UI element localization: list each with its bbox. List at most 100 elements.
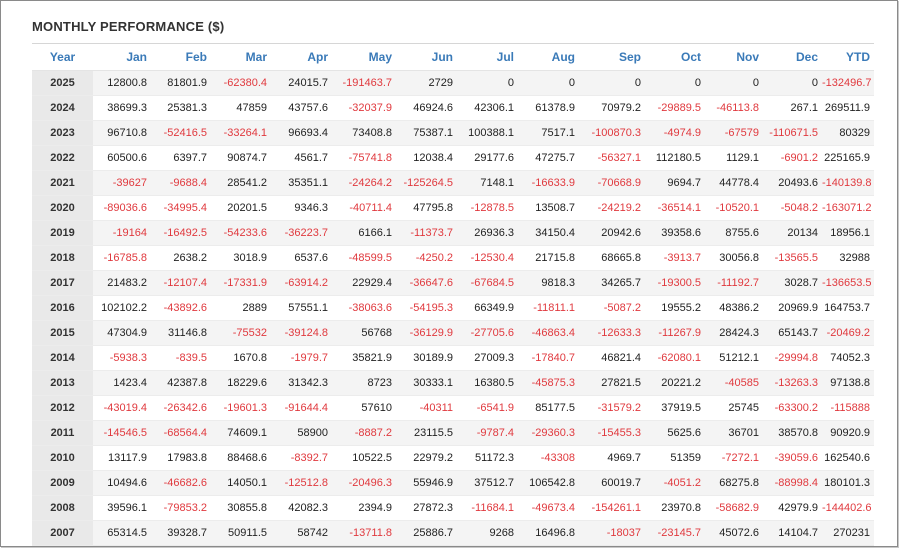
value-cell-may: -13711.8 — [332, 520, 396, 546]
value-cell-feb: 42387.8 — [151, 370, 211, 396]
year-cell: 2025 — [32, 70, 93, 96]
value-cell-apr: 4561.7 — [271, 145, 332, 171]
value-cell-nov: 36701 — [705, 420, 763, 446]
column-header-dec[interactable]: Dec — [763, 44, 822, 71]
value-cell-jan: -89036.6 — [93, 195, 151, 221]
value-cell-dec: 20969.9 — [763, 295, 822, 321]
value-cell-ytd: 74052.3 — [822, 345, 874, 371]
value-cell-ytd: 90920.9 — [822, 420, 874, 446]
value-cell-jul: 9268 — [457, 520, 518, 546]
column-header-mar[interactable]: Mar — [211, 44, 271, 71]
value-cell-dec: 38570.8 — [763, 420, 822, 446]
value-cell-jan: 65314.5 — [93, 520, 151, 546]
value-cell-mar: 90874.7 — [211, 145, 271, 171]
column-header-jan[interactable]: Jan — [93, 44, 151, 71]
value-cell-nov: 45072.6 — [705, 520, 763, 546]
value-cell-jul: 51172.3 — [457, 445, 518, 471]
column-header-aug[interactable]: Aug — [518, 44, 579, 71]
value-cell-sep: -5087.2 — [579, 295, 645, 321]
year-cell: 2022 — [32, 145, 93, 171]
value-cell-sep: 27821.5 — [579, 370, 645, 396]
value-cell-oct: 39358.6 — [645, 220, 705, 246]
value-cell-mar: -33264.1 — [211, 120, 271, 146]
column-header-oct[interactable]: Oct — [645, 44, 705, 71]
value-cell-aug: -11811.1 — [518, 295, 579, 321]
column-header-jul[interactable]: Jul — [457, 44, 518, 71]
value-cell-aug: -49673.4 — [518, 495, 579, 521]
year-cell: 2018 — [32, 245, 93, 271]
value-cell-feb: 25381.3 — [151, 95, 211, 121]
column-header-year[interactable]: Year — [32, 44, 93, 71]
column-header-ytd[interactable]: YTD — [822, 44, 874, 71]
value-cell-nov: 44778.4 — [705, 170, 763, 196]
value-cell-feb: 17983.8 — [151, 445, 211, 471]
value-cell-apr: 96693.4 — [271, 120, 332, 146]
column-header-may[interactable]: May — [332, 44, 396, 71]
column-header-sep[interactable]: Sep — [579, 44, 645, 71]
year-cell: 2014 — [32, 345, 93, 371]
value-cell-may: 10522.5 — [332, 445, 396, 471]
value-cell-aug: 85177.5 — [518, 395, 579, 421]
value-cell-aug: 61378.9 — [518, 95, 579, 121]
value-cell-dec: 20493.6 — [763, 170, 822, 196]
value-cell-mar: -62380.4 — [211, 70, 271, 96]
value-cell-oct: 9694.7 — [645, 170, 705, 196]
column-header-apr[interactable]: Apr — [271, 44, 332, 71]
table-row: 2021 -39627 -9688.4 28541.2 35351.1 -24264.2-… — [32, 170, 874, 196]
value-cell-mar: 2889 — [211, 295, 271, 321]
value-cell-ytd: -163071.2 — [822, 195, 874, 221]
value-cell-sep: 68665.8 — [579, 245, 645, 271]
title-divider — [32, 43, 874, 44]
value-cell-jul: 0 — [457, 70, 518, 96]
value-cell-may: -191463.7 — [332, 70, 396, 96]
value-cell-apr: 43757.6 — [271, 95, 332, 121]
year-cell: 2013 — [32, 370, 93, 396]
value-cell-feb: -68564.4 — [151, 420, 211, 446]
value-cell-aug: -17840.7 — [518, 345, 579, 371]
value-cell-apr: 9346.3 — [271, 195, 332, 221]
year-cell: 2024 — [32, 95, 93, 121]
column-header-nov[interactable]: Nov — [705, 44, 763, 71]
value-cell-ytd: -20469.2 — [822, 320, 874, 346]
value-cell-sep: 46821.4 — [579, 345, 645, 371]
value-cell-mar: 28541.2 — [211, 170, 271, 196]
value-cell-ytd: 162540.6 — [822, 445, 874, 471]
value-cell-feb: -46682.6 — [151, 470, 211, 496]
value-cell-apr: 58900 — [271, 420, 332, 446]
value-cell-nov: 48386.2 — [705, 295, 763, 321]
value-cell-nov: 0 — [705, 70, 763, 96]
table-row: 2012 -43019.4 -26342.6 -19601.3 -91644.4 5761… — [32, 395, 874, 421]
value-cell-ytd: 97138.8 — [822, 370, 874, 396]
value-cell-jun: 30189.9 — [396, 345, 457, 371]
value-cell-dec: -110671.5 — [763, 120, 822, 146]
value-cell-feb: -34995.4 — [151, 195, 211, 221]
value-cell-jul: 66349.9 — [457, 295, 518, 321]
value-cell-jan: -16785.8 — [93, 245, 151, 271]
value-cell-oct: 20221.2 — [645, 370, 705, 396]
column-header-feb[interactable]: Feb — [151, 44, 211, 71]
value-cell-may: 73408.8 — [332, 120, 396, 146]
value-cell-nov: 8755.6 — [705, 220, 763, 246]
value-cell-ytd: -136653.5 — [822, 270, 874, 296]
value-cell-jan: 102102.2 — [93, 295, 151, 321]
column-header-jun[interactable]: Jun — [396, 44, 457, 71]
value-cell-jun: 46924.6 — [396, 95, 457, 121]
value-cell-mar: 3018.9 — [211, 245, 271, 271]
year-cell: 2021 — [32, 170, 93, 196]
value-cell-ytd: 269511.9 — [822, 95, 874, 121]
value-cell-jul: 42306.1 — [457, 95, 518, 121]
value-cell-may: -48599.5 — [332, 245, 396, 271]
value-cell-jun: -125264.5 — [396, 170, 457, 196]
value-cell-jan: 39596.1 — [93, 495, 151, 521]
table-row: 2022 60500.6 6397.7 90874.7 4561.7 -75741.8 12… — [32, 145, 874, 171]
value-cell-jan: -43019.4 — [93, 395, 151, 421]
value-cell-nov: -46113.8 — [705, 95, 763, 121]
value-cell-nov: -40585 — [705, 370, 763, 396]
value-cell-jan: 10494.6 — [93, 470, 151, 496]
value-cell-may: 22929.4 — [332, 270, 396, 296]
table-row: 2018 -16785.8 2638.2 3018.9 6537.6 -48599.5 -4… — [32, 245, 874, 271]
value-cell-sep: 60019.7 — [579, 470, 645, 496]
value-cell-apr: -39124.8 — [271, 320, 332, 346]
value-cell-oct: -29889.5 — [645, 95, 705, 121]
value-cell-jul: 7148.1 — [457, 170, 518, 196]
